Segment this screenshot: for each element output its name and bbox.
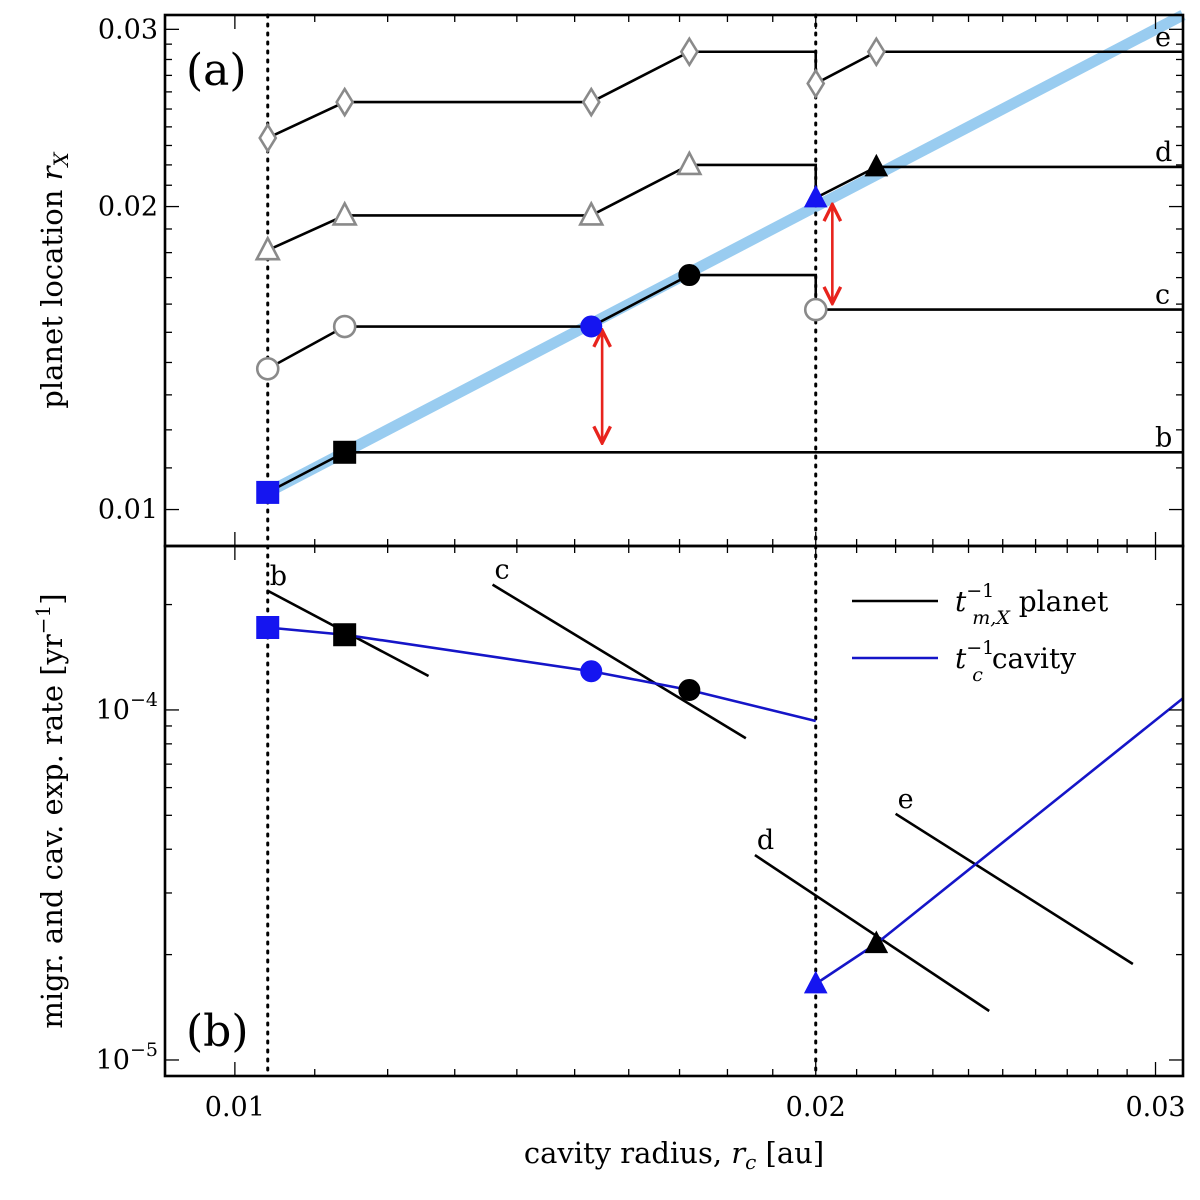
marker-e-diamond [866,36,886,68]
x-tick-label: 0.03 [1125,1092,1185,1123]
rate-marker-circle [678,679,701,702]
rate-label-e: e [898,784,914,815]
series-label-c: c [1155,280,1170,311]
x-tick-label: 0.02 [786,1092,846,1123]
rate-line [894,812,1134,966]
panel-a: b c d e 0.01 0.02 0.03 (a) planet location rX [35,10,1186,548]
marker-e-diamond [335,86,355,118]
marker-e-diamond [806,68,826,100]
y-tick-label: 10−4 [96,689,158,726]
marker-d-triangle [864,153,889,177]
plot-frame-b [163,544,1185,1078]
y-tick-label: 0.02 [98,192,158,223]
panel-b: b c d e 10−5 10−4 (b) migr. and cav. exp. rate … [31,544,1185,1078]
rate-label-c: c [495,555,510,586]
rate-label-b: b [270,561,287,592]
rate-line [815,697,1184,985]
legend-entry: t−1 m,X planet [955,580,1109,629]
panel-label-b: (b) [186,1006,249,1057]
x-tick-label: 0.01 [205,1092,265,1123]
planet-b-track [267,450,1183,494]
marker-b-square [256,480,280,504]
planet-d-track [267,163,1183,252]
y-tick-label: 0.01 [98,495,158,526]
rate-marker-square [333,623,357,647]
marker-d-triangle [331,200,358,226]
rate-marker-circle [580,660,603,683]
planet-e-track [267,50,1183,140]
planet-c-track [267,273,818,370]
series-label-b: b [1155,422,1172,453]
legend-entry: t−1 c cavity [955,637,1076,686]
marker-c-circle [803,297,828,322]
panel-label-a: (a) [186,45,247,96]
marker-e-diamond [679,36,699,68]
rate-marker-square [256,615,280,639]
marker-d-triangle [676,150,703,176]
rate-marker-triangle [864,930,889,954]
rate-line [491,583,747,740]
rate-marker-triangle [803,970,828,994]
marker-c-circle [580,315,603,338]
marker-c-circle [255,356,280,381]
marker-d-triangle [578,200,605,226]
series-label-d: d [1155,137,1172,168]
marker-b-square [333,440,357,464]
series-label-e: e [1155,22,1171,53]
rate-line [754,853,990,1013]
marker-e-diamond [258,122,278,154]
marker-c-circle [332,314,357,339]
y-axis-label-b: migr. and cav. exp. rate [yr−1] [31,593,69,1028]
y-tick-label: 0.03 [98,14,158,45]
marker-d-triangle [803,184,828,208]
marker-d-triangle [254,235,281,261]
marker-e-diamond [581,86,601,118]
reference-line-rx-equals-rc [265,10,1186,498]
y-tick-label: 10−5 [96,1039,158,1076]
marker-c-circle [678,264,701,287]
x-axis-label: cavity radius, rc [au] [524,1136,824,1174]
y-axis-label-a: planet location rX [35,151,73,408]
x-axis-labels: 0.01 0.02 0.03 cavity radius, rc [au] [205,1092,1186,1174]
rate-label-d: d [757,825,774,856]
